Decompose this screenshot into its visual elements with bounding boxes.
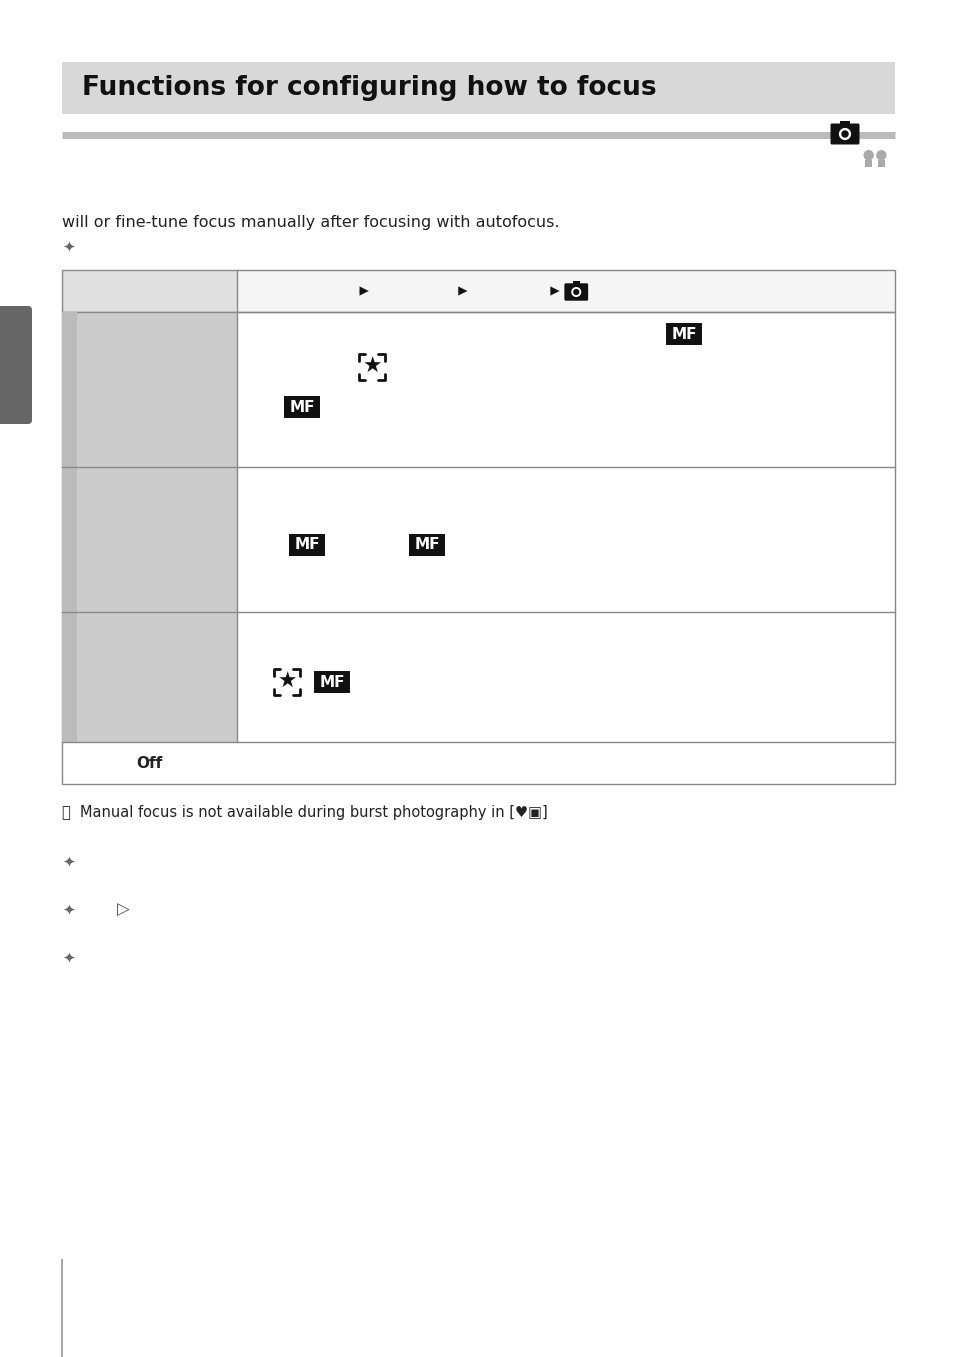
Circle shape [841, 132, 847, 137]
Bar [840, 121, 849, 126]
Circle shape [574, 289, 578, 294]
Bar [62, 312, 77, 742]
Text: ✦: ✦ [62, 902, 74, 917]
FancyBboxPatch shape [830, 123, 859, 144]
Circle shape [572, 288, 580, 296]
Bar [236, 270, 894, 312]
FancyBboxPatch shape [564, 284, 588, 301]
Bar [62, 312, 236, 742]
FancyBboxPatch shape [0, 305, 32, 423]
Text: ✦: ✦ [62, 950, 74, 965]
Text: ★: ★ [277, 672, 296, 692]
Text: ✦: ✦ [62, 239, 74, 255]
Text: will or fine-tune focus manually after focusing with autofocus.: will or fine-tune focus manually after f… [62, 214, 558, 229]
Bar [62, 62, 894, 114]
Text: MF: MF [319, 674, 344, 689]
Bar [289, 533, 325, 555]
Text: ▷: ▷ [117, 901, 130, 919]
Bar [572, 281, 579, 286]
Bar [666, 323, 701, 345]
Bar [864, 160, 871, 167]
Bar [877, 160, 884, 167]
Circle shape [863, 151, 872, 160]
Bar [62, 270, 236, 312]
Text: MF: MF [671, 327, 697, 342]
Bar [409, 533, 444, 555]
Text: MF: MF [294, 537, 319, 552]
Circle shape [876, 151, 885, 160]
Bar [62, 312, 894, 784]
Text: MF: MF [289, 399, 314, 414]
Text: Functions for configuring how to focus: Functions for configuring how to focus [82, 75, 656, 100]
Bar [314, 670, 350, 693]
Text: ✦: ✦ [62, 855, 74, 870]
Bar [62, 270, 894, 312]
Text: Off: Off [136, 756, 162, 771]
Circle shape [839, 129, 849, 140]
Text: MF: MF [414, 537, 439, 552]
Text: ⓘ  Manual focus is not available during burst photography in [♥▣]: ⓘ Manual focus is not available during b… [62, 805, 547, 820]
Bar [284, 396, 319, 418]
Text: ★: ★ [362, 357, 381, 377]
